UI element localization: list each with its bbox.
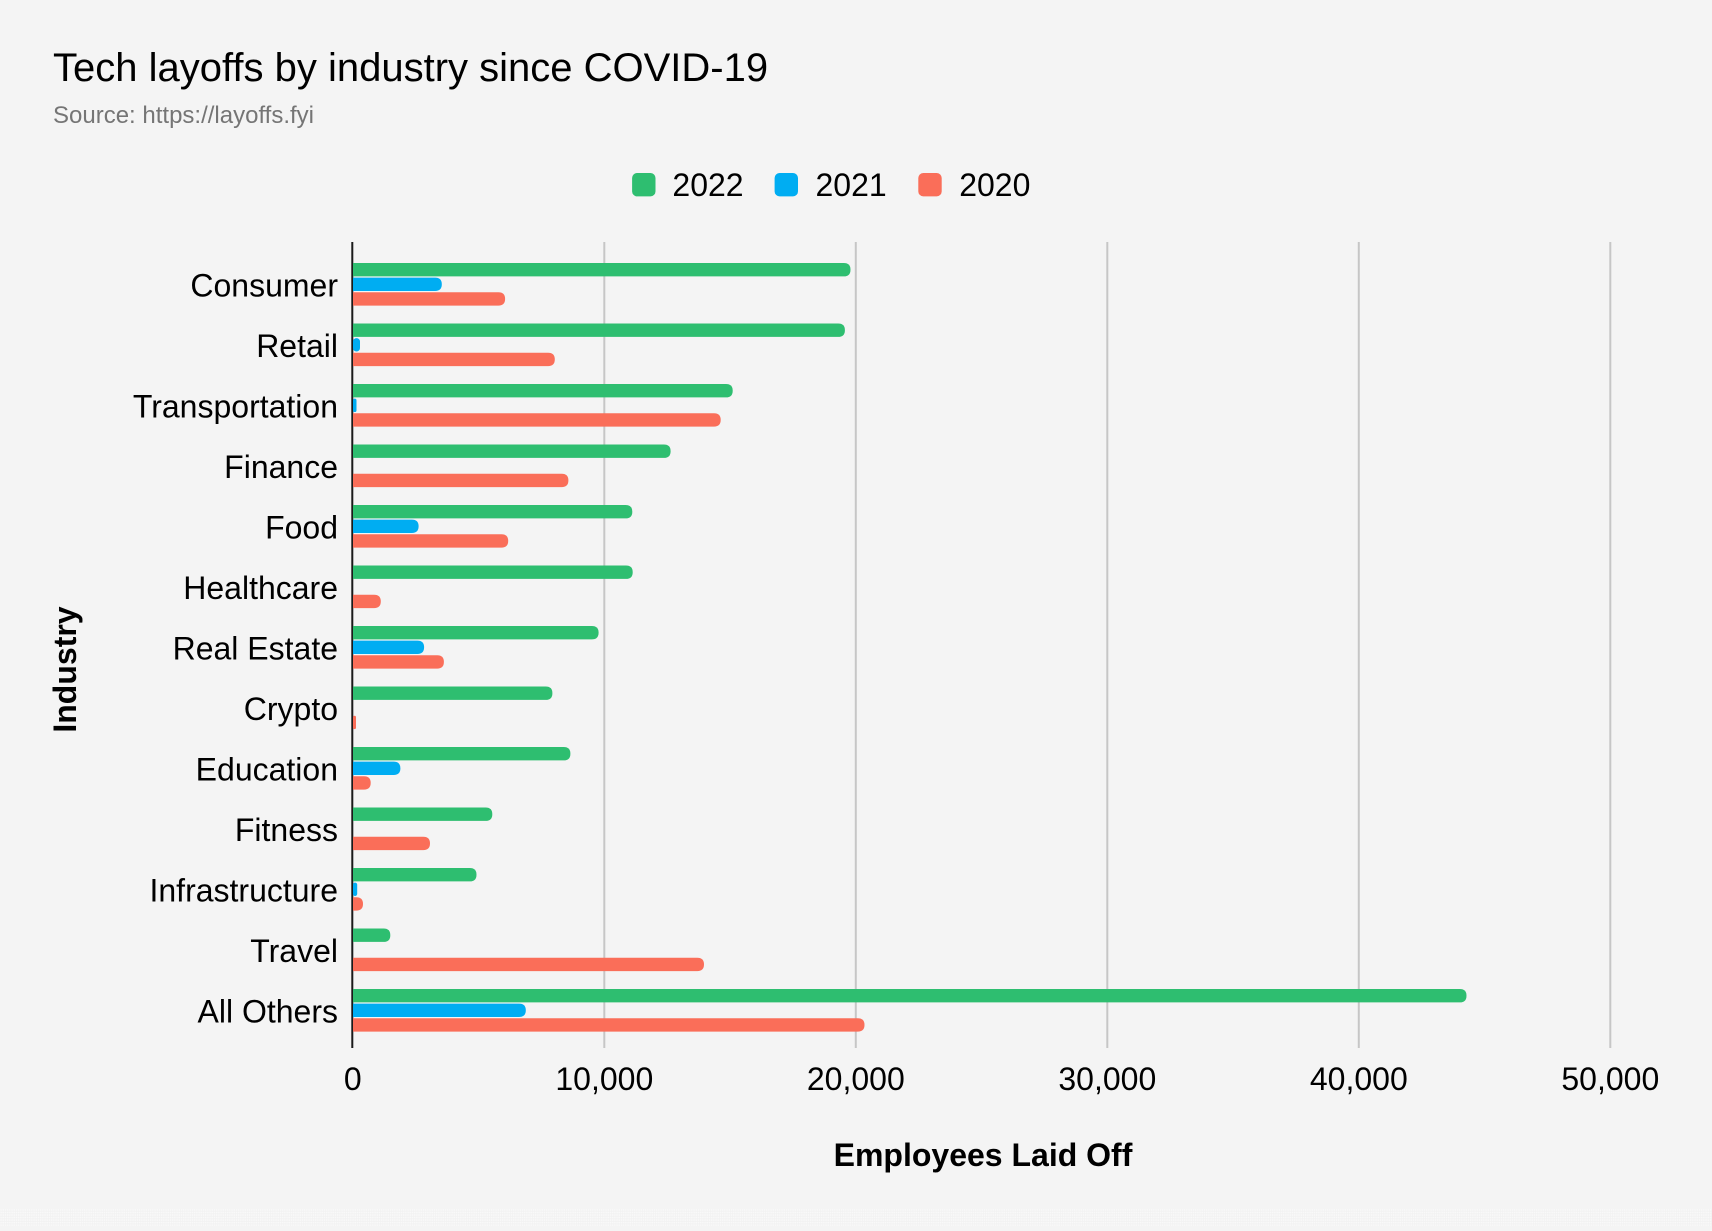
svg-text:Industry: Industry xyxy=(47,606,83,732)
svg-text:Source: https://layoffs.fyi: Source: https://layoffs.fyi xyxy=(53,102,314,129)
svg-text:0: 0 xyxy=(344,1061,362,1097)
svg-text:Consumer: Consumer xyxy=(190,267,338,303)
svg-text:Fitness: Fitness xyxy=(235,812,338,848)
svg-text:2020: 2020 xyxy=(959,167,1030,203)
svg-text:10,000: 10,000 xyxy=(555,1061,653,1097)
svg-text:Healthcare: Healthcare xyxy=(183,570,338,606)
svg-text:Transportation: Transportation xyxy=(133,388,338,424)
svg-text:Finance: Finance xyxy=(224,449,338,485)
svg-text:30,000: 30,000 xyxy=(1058,1061,1156,1097)
svg-text:Employees Laid Off: Employees Laid Off xyxy=(834,1137,1133,1173)
svg-text:Real Estate: Real Estate xyxy=(173,630,338,666)
svg-text:40,000: 40,000 xyxy=(1310,1061,1408,1097)
svg-text:2021: 2021 xyxy=(816,167,887,203)
svg-text:Infrastructure: Infrastructure xyxy=(149,872,338,908)
svg-text:50,000: 50,000 xyxy=(1561,1061,1659,1097)
svg-text:Food: Food xyxy=(265,509,338,545)
svg-text:20,000: 20,000 xyxy=(807,1061,905,1097)
svg-text:Travel: Travel xyxy=(250,933,338,969)
svg-text:All Others: All Others xyxy=(198,993,338,1029)
svg-text:Retail: Retail xyxy=(256,328,338,364)
svg-text:Tech layoffs by industry since: Tech layoffs by industry since COVID-19 xyxy=(53,46,768,90)
svg-text:Education: Education xyxy=(196,751,338,787)
svg-text:2022: 2022 xyxy=(672,167,743,203)
svg-text:Crypto: Crypto xyxy=(244,691,338,727)
